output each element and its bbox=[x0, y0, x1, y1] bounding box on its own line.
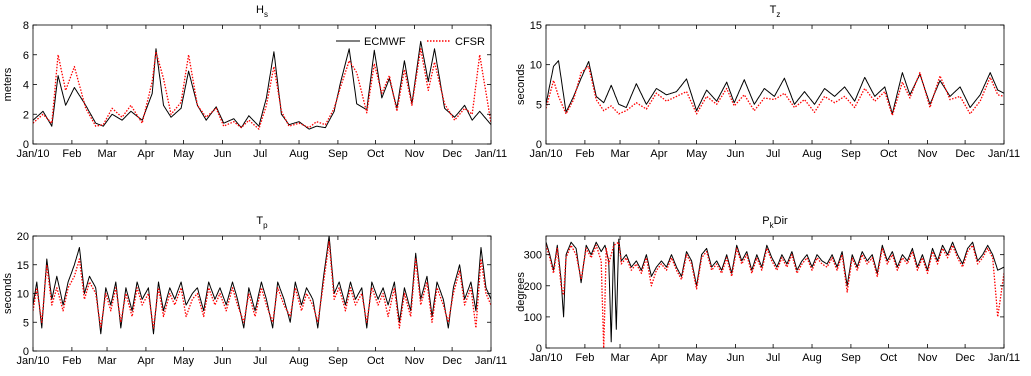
plot-area bbox=[546, 25, 1004, 144]
axes-frame bbox=[545, 235, 1005, 349]
x-tick-label: Nov bbox=[405, 355, 425, 367]
x-tick-label: Jul bbox=[766, 148, 780, 160]
axes-frame bbox=[545, 24, 1005, 145]
y-tick-label: 4 bbox=[23, 80, 29, 92]
x-tick-label: Aug bbox=[289, 148, 309, 160]
series-line-ecmwf bbox=[546, 60, 1004, 115]
x-tick-label: May bbox=[173, 355, 194, 367]
chart-title: Hs bbox=[256, 4, 268, 19]
x-tick-label: Jan/10 bbox=[16, 148, 49, 160]
y-tick-label: 20 bbox=[17, 231, 29, 243]
x-tick-label: Mar bbox=[611, 352, 630, 364]
legend-label-ecmwf: ECMWF bbox=[364, 36, 406, 48]
x-tick-label: Jun bbox=[727, 352, 745, 364]
y-tick-label: 2 bbox=[23, 109, 29, 121]
series-line-cfsr bbox=[546, 241, 1004, 348]
y-tick-label: 0 bbox=[536, 139, 542, 151]
legend-label-cfsr: CFSR bbox=[455, 36, 485, 48]
y-tick-label: 5 bbox=[23, 317, 29, 329]
x-tick-label: Sep bbox=[841, 352, 861, 364]
chart-title: PkDir bbox=[762, 215, 788, 230]
y-axis-label: degrees bbox=[515, 272, 527, 312]
x-tick-label: Jan/11 bbox=[475, 148, 507, 160]
chart-panel-3: 0 5 10 15 20 Jan/10 Feb Mar Apr May Jun Jul Aug Sep Oc… bbox=[2, 215, 507, 367]
x-tick-label: Mar bbox=[611, 148, 630, 160]
x-tick-label: Jan/11 bbox=[475, 355, 507, 367]
y-tick-label: 10 bbox=[17, 289, 29, 301]
x-tick-label: Feb bbox=[62, 355, 81, 367]
x-tick-label: Aug bbox=[289, 355, 309, 367]
y-tick-label: 15 bbox=[530, 20, 542, 32]
x-tick-label: Nov bbox=[405, 148, 425, 160]
chart-title: Tz bbox=[770, 4, 781, 19]
x-tick-label: May bbox=[173, 148, 194, 160]
y-tick-label: 300 bbox=[524, 250, 542, 262]
x-tick-label: Oct bbox=[880, 352, 897, 364]
x-tick-label: Sep bbox=[841, 148, 861, 160]
chart-title: Tp bbox=[256, 215, 268, 230]
x-tick-label: Jun bbox=[727, 148, 745, 160]
x-tick-label: Jun bbox=[214, 148, 232, 160]
plot-area bbox=[33, 236, 491, 351]
x-tick-label: Dec bbox=[442, 148, 462, 160]
chart-panel-2: 0 5 10 15 Jan/10 Feb Mar Apr May Jun Jul Aug Sep Oct N… bbox=[515, 4, 1020, 160]
chart-panel-1: 0 2 4 6 8 Jan/10 Feb Mar Apr May Jun Jul Aug Sep Oct No… bbox=[2, 4, 507, 160]
x-tick-label: May bbox=[686, 148, 707, 160]
x-tick-label: Oct bbox=[367, 355, 384, 367]
x-tick-label: Jul bbox=[253, 355, 267, 367]
x-tick-label: Jul bbox=[766, 352, 780, 364]
plot-area bbox=[546, 236, 1004, 348]
x-tick-label: Feb bbox=[575, 148, 594, 160]
x-tick-label: Feb bbox=[62, 148, 81, 160]
x-tick-label: Mar bbox=[98, 148, 117, 160]
x-tick-label: Nov bbox=[918, 148, 938, 160]
series-line-cfsr bbox=[33, 241, 491, 329]
x-tick-label: Dec bbox=[442, 355, 462, 367]
y-axis-label: seconds bbox=[2, 273, 14, 314]
y-tick-label: 0 bbox=[23, 346, 29, 358]
y-tick-label: 0 bbox=[23, 139, 29, 151]
x-tick-label: Dec bbox=[955, 148, 975, 160]
x-tick-label: Oct bbox=[367, 148, 384, 160]
x-tick-label: Apr bbox=[650, 148, 667, 160]
y-axis-label: seconds bbox=[515, 64, 527, 105]
x-tick-label: Jan/10 bbox=[529, 148, 562, 160]
y-tick-label: 15 bbox=[17, 260, 29, 272]
series-line-cfsr bbox=[33, 48, 491, 130]
chart-panel-4: 0 100 200 300 Jan/10 Feb Mar Apr May Jun Jul Aug Sep… bbox=[515, 215, 1020, 364]
x-tick-label: Jul bbox=[253, 148, 267, 160]
legend: ECMWF CFSR bbox=[336, 36, 485, 48]
x-tick-label: Jan/11 bbox=[988, 148, 1020, 160]
series-line-ecmwf bbox=[33, 40, 491, 130]
x-tick-label: Nov bbox=[918, 352, 938, 364]
x-tick-label: Apr bbox=[650, 352, 667, 364]
x-tick-label: Sep bbox=[328, 148, 348, 160]
y-axis-label: meters bbox=[2, 67, 14, 101]
x-tick-label: Aug bbox=[802, 352, 822, 364]
x-tick-label: May bbox=[686, 352, 707, 364]
x-tick-label: Jun bbox=[214, 355, 232, 367]
x-tick-label: Jan/10 bbox=[16, 355, 49, 367]
y-tick-label: 6 bbox=[23, 50, 29, 62]
x-tick-label: Aug bbox=[802, 148, 822, 160]
x-tick-label: Jan/10 bbox=[529, 352, 562, 364]
y-tick-label: 5 bbox=[536, 99, 542, 111]
plot-area bbox=[33, 25, 491, 144]
y-tick-label: 200 bbox=[524, 281, 542, 293]
x-tick-label: Feb bbox=[575, 352, 594, 364]
y-tick-label: 8 bbox=[23, 20, 29, 32]
x-tick-label: Jan/11 bbox=[988, 352, 1020, 364]
series-line-cfsr bbox=[546, 65, 1004, 117]
x-tick-label: Apr bbox=[137, 148, 154, 160]
y-tick-label: 0 bbox=[536, 343, 542, 355]
y-tick-label: 100 bbox=[524, 312, 542, 324]
x-tick-label: Sep bbox=[328, 355, 348, 367]
x-tick-label: Apr bbox=[137, 355, 154, 367]
x-tick-label: Oct bbox=[880, 148, 897, 160]
x-tick-label: Mar bbox=[98, 355, 117, 367]
y-tick-label: 10 bbox=[530, 60, 542, 72]
x-tick-label: Dec bbox=[955, 352, 975, 364]
